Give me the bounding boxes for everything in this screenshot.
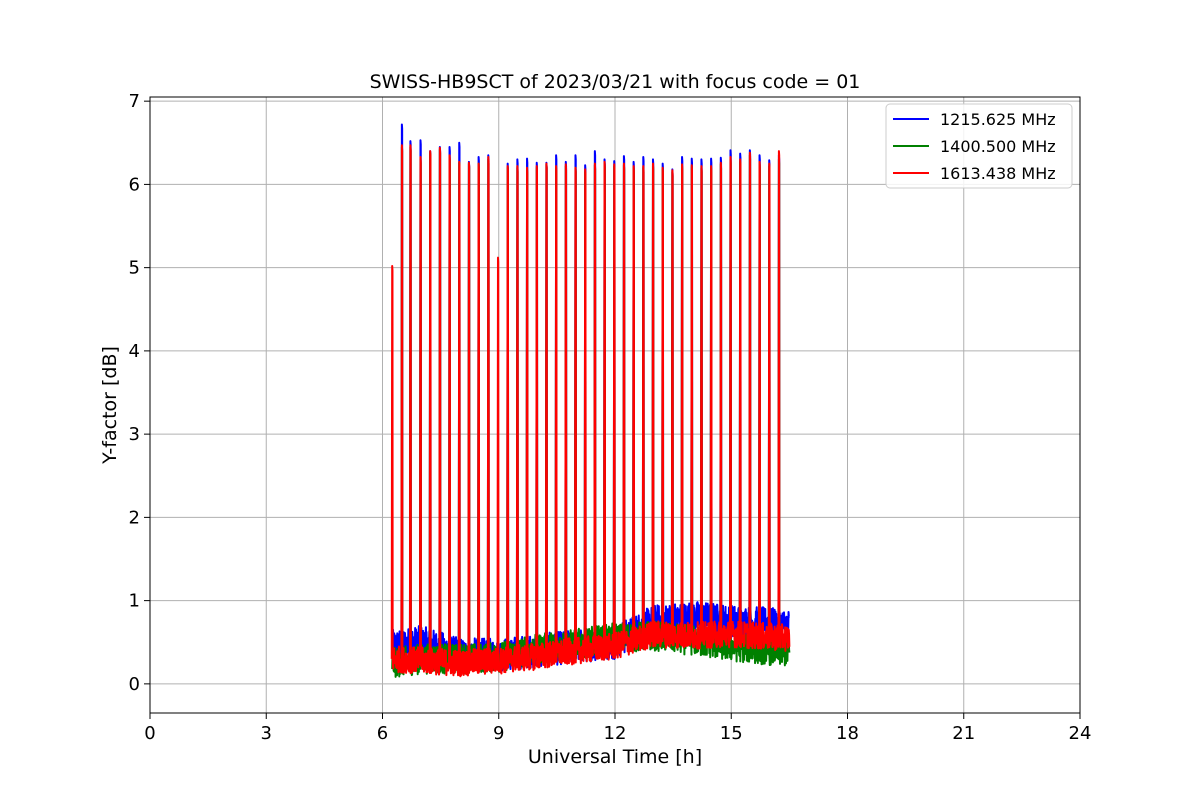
x-tick-label: 9 xyxy=(493,723,504,744)
y-tick-label: 6 xyxy=(129,174,140,195)
y-tick-label: 3 xyxy=(129,424,140,445)
y-tick-label: 7 xyxy=(129,91,140,112)
series-layer xyxy=(390,123,791,678)
x-tick-label: 15 xyxy=(720,723,743,744)
x-axis-label: Universal Time [h] xyxy=(528,746,702,768)
y-tick-label: 5 xyxy=(129,258,140,279)
y-tick-label: 2 xyxy=(129,507,140,528)
x-tick-label: 21 xyxy=(952,723,975,744)
legend: 1215.625 MHz 1400.500 MHz 1613.438 MHz xyxy=(885,103,1073,189)
y-tick-label: 1 xyxy=(129,591,140,612)
x-tick-label: 18 xyxy=(836,723,859,744)
legend-label: 1613.438 MHz xyxy=(940,164,1056,183)
legend-label: 1400.500 MHz xyxy=(940,137,1056,156)
x-tick-label: 6 xyxy=(377,723,388,744)
y-tick-label: 0 xyxy=(129,674,140,695)
y-axis-label: Y-factor [dB] xyxy=(99,346,121,465)
legend-box xyxy=(885,103,1073,189)
chart-title: SWISS-HB9SCT of 2023/03/21 with focus co… xyxy=(370,71,861,93)
x-tick-label: 12 xyxy=(604,723,627,744)
x-tick-label: 24 xyxy=(1069,723,1092,744)
x-tick-label: 0 xyxy=(144,723,155,744)
series-line-2 xyxy=(390,144,791,678)
y-tick-label: 4 xyxy=(129,341,140,362)
x-tick-label: 3 xyxy=(261,723,272,744)
legend-label: 1215.625 MHz xyxy=(940,110,1056,129)
